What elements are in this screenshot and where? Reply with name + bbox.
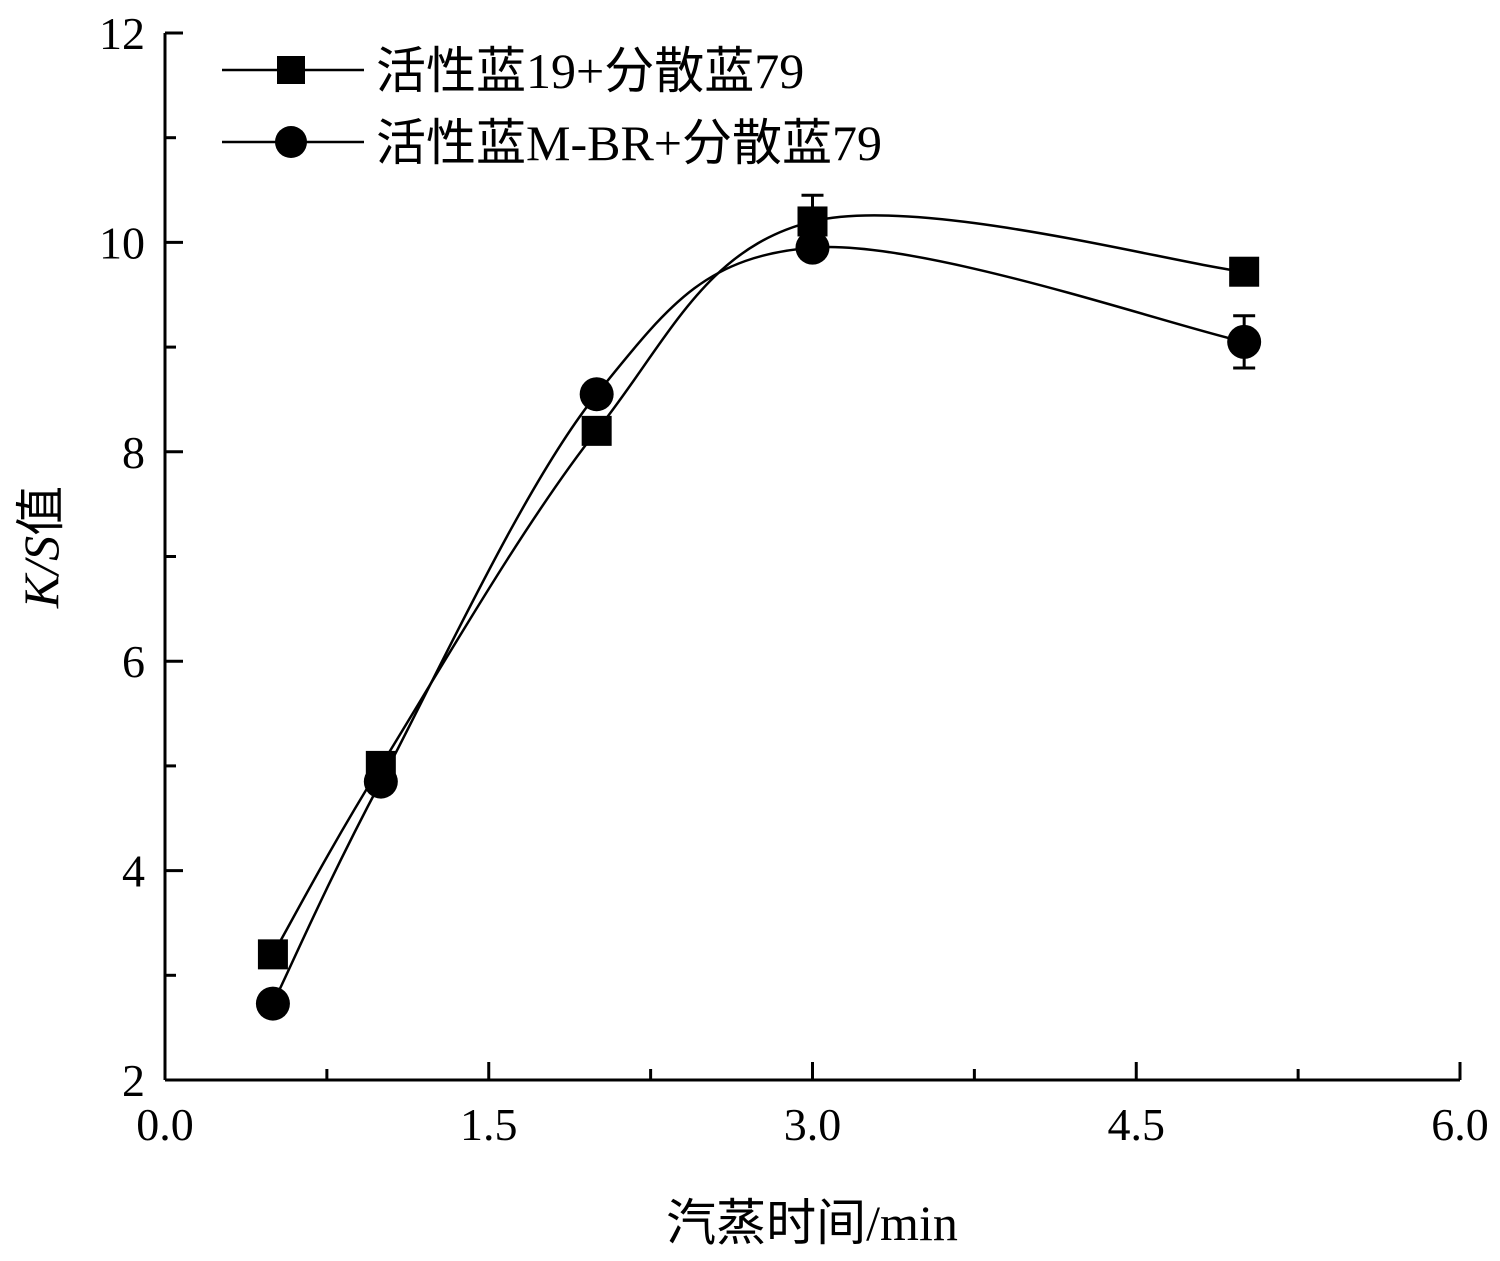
legend: 活性蓝19+分散蓝79 活性蓝M-BR+分散蓝79: [222, 43, 882, 171]
x-tick-label: 3.0: [784, 1099, 842, 1150]
data-point-circle: [579, 377, 614, 412]
y-tick-label: 6: [122, 636, 145, 687]
x-tick-label: 0.0: [136, 1099, 194, 1150]
data-markers: [255, 193, 1262, 1021]
y-tick-label: 10: [99, 217, 145, 268]
x-tick-label: 1.5: [460, 1099, 518, 1150]
y-axis-title-italic: K/S: [13, 536, 69, 609]
y-tick-label: 4: [122, 846, 145, 897]
data-point-square: [257, 939, 288, 970]
data-point-circle: [795, 230, 830, 265]
y-axis-title: K/S值: [13, 486, 69, 609]
data-point-circle: [1227, 324, 1262, 359]
fit-curve-series-1: [271, 214, 1245, 955]
data-point-square: [581, 415, 612, 446]
y-axis-title-suffix: 值: [13, 486, 69, 536]
data-point-square: [1229, 256, 1260, 287]
legend-marker-square: [277, 56, 305, 84]
y-tick-label: 2: [122, 1055, 145, 1106]
data-point-circle: [255, 986, 290, 1021]
fit-curves: [271, 214, 1245, 1005]
legend-marker-circle: [275, 126, 307, 158]
x-axis-title: 汽蒸时间/min: [666, 1195, 958, 1251]
legend-label-series-1: 活性蓝19+分散蓝79: [376, 43, 804, 99]
x-tick-label: 4.5: [1108, 1099, 1166, 1150]
fit-curve-series-2: [271, 245, 1245, 1005]
y-tick-label: 8: [122, 427, 145, 478]
data-point-circle: [363, 764, 398, 799]
x-tick-label: 6.0: [1431, 1099, 1489, 1150]
legend-label-series-2: 活性蓝M-BR+分散蓝79: [376, 115, 882, 171]
axes: 0.0 1.5 3.0 4.5 6.0 2 4 6 8 10 12: [99, 8, 1489, 1150]
y-tick-label: 12: [99, 8, 145, 59]
